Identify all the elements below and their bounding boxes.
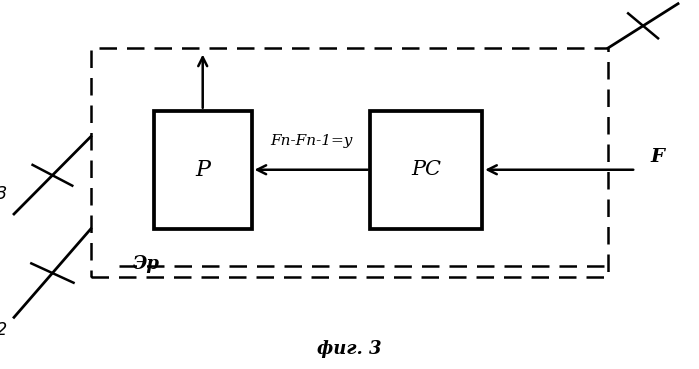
Text: Fn-Fn-1=y: Fn-Fn-1=y — [270, 134, 352, 148]
Text: PC: PC — [412, 160, 441, 179]
Bar — [91, 48, 608, 277]
Text: P: P — [195, 159, 210, 181]
Text: 13: 13 — [0, 185, 7, 203]
Text: 12: 12 — [0, 321, 7, 339]
Text: Эр: Эр — [133, 255, 160, 273]
Bar — [370, 111, 482, 229]
Text: F: F — [650, 148, 664, 166]
Bar — [154, 111, 252, 229]
Text: фиг. 3: фиг. 3 — [317, 340, 382, 358]
